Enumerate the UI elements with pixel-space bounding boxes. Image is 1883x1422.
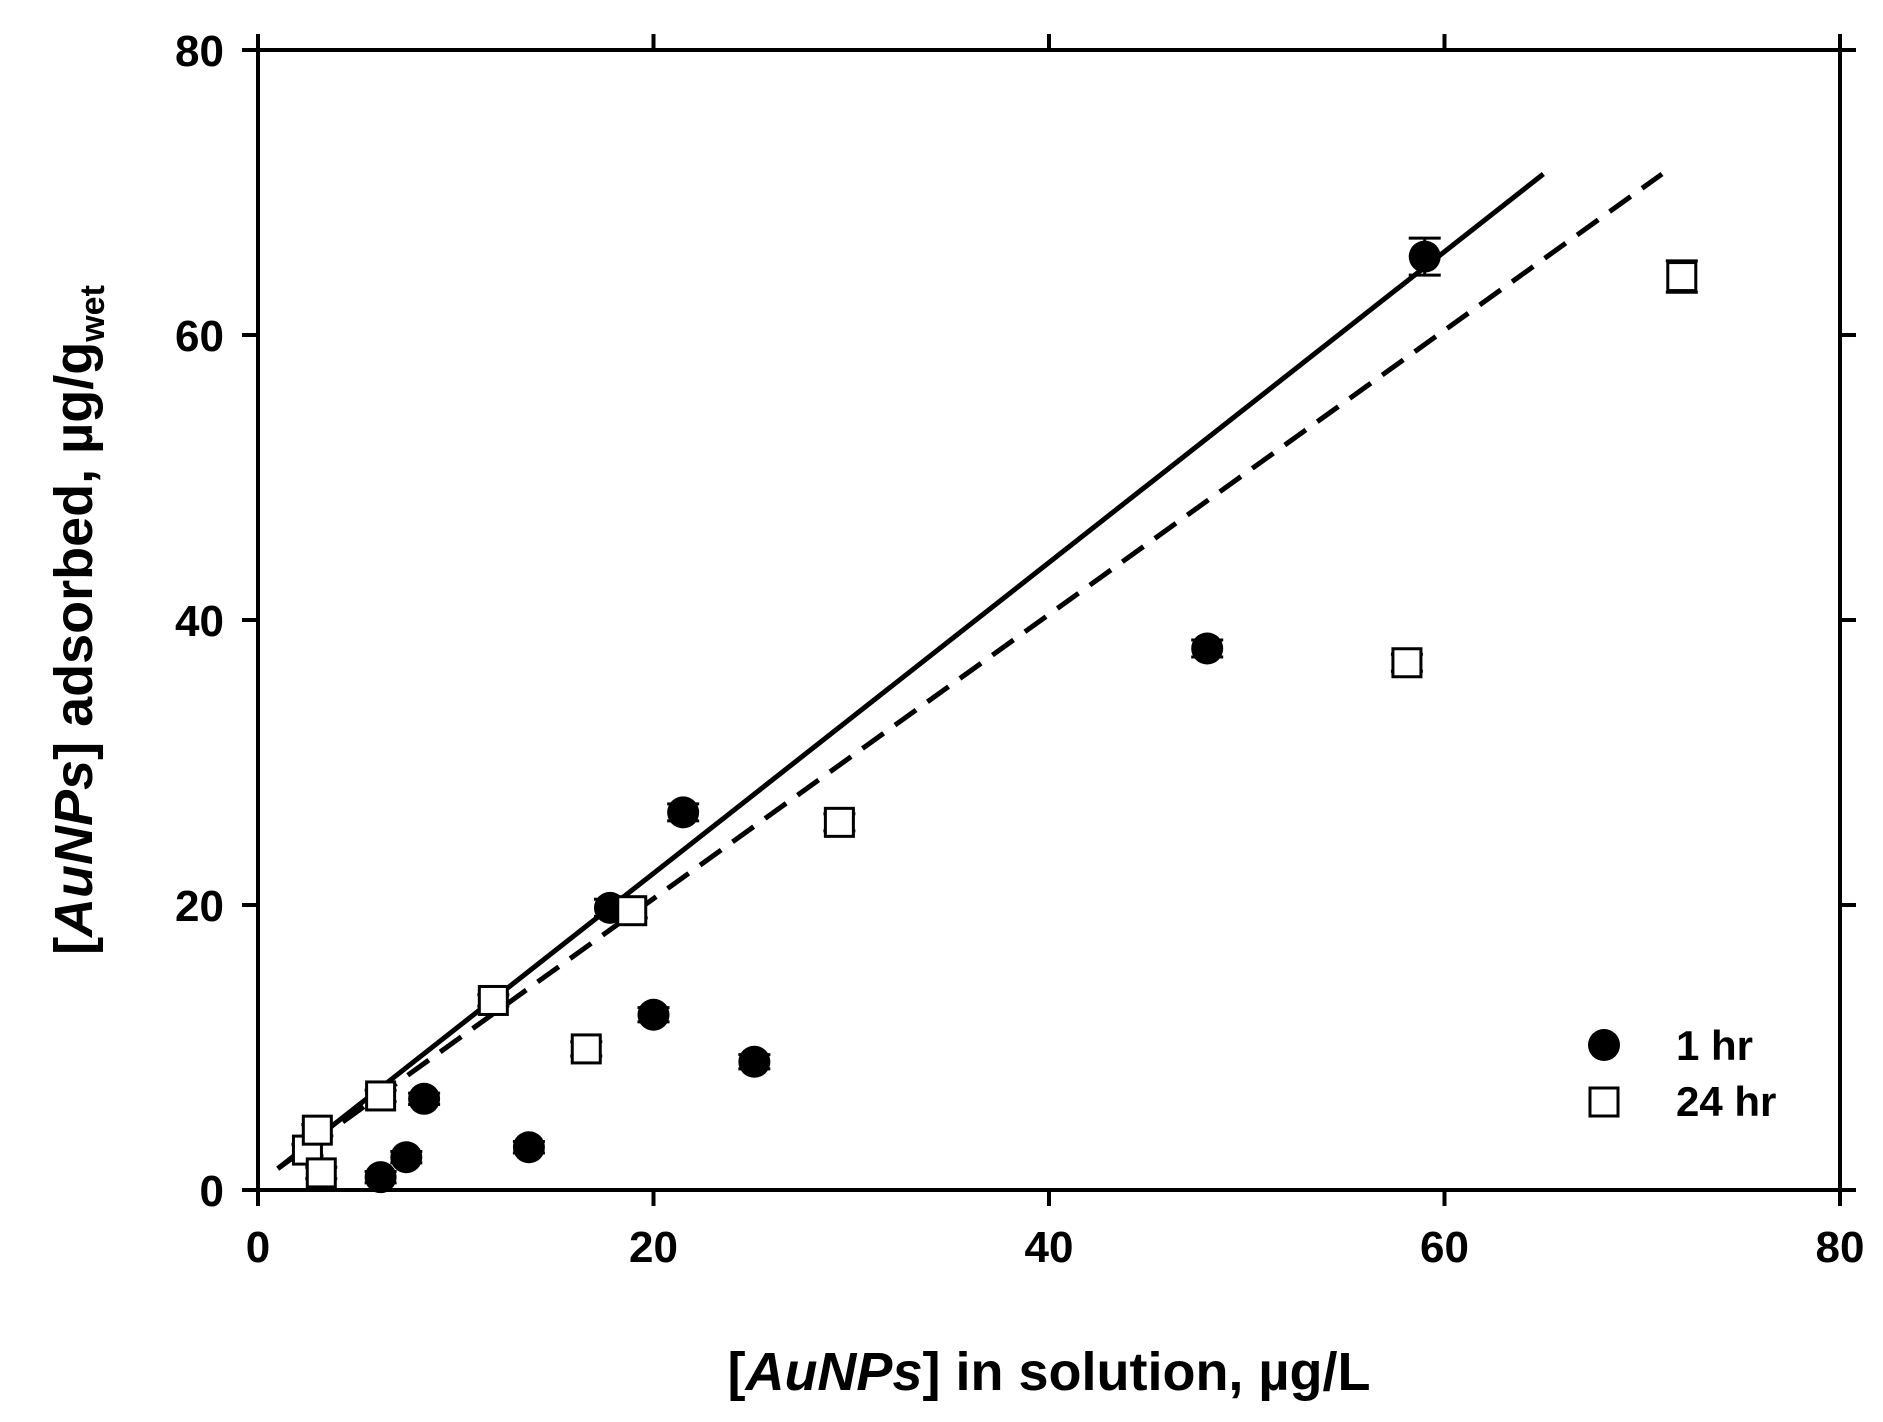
y-axis-title: [AuNPs] adsorbed, µg/gwet — [44, 285, 112, 955]
marker-circle — [638, 999, 670, 1031]
point-1hr — [513, 1131, 545, 1163]
point-1hr — [1191, 633, 1223, 665]
x-axis-title: [AuNPs] in solution, µg/L — [727, 1342, 1370, 1402]
y-tick-label: 20 — [175, 882, 224, 931]
point-24hr — [823, 808, 855, 836]
marker-circle — [738, 1046, 770, 1078]
point-24hr — [305, 1159, 337, 1187]
point-24hr — [1391, 649, 1423, 677]
point-1hr — [365, 1161, 397, 1193]
marker-circle — [667, 796, 699, 828]
marker-square — [479, 986, 507, 1014]
marker-circle — [390, 1141, 422, 1173]
fit-line-dashed — [278, 174, 1662, 1169]
point-1hr — [738, 1046, 770, 1078]
x-tick-label: 60 — [1420, 1223, 1469, 1272]
fit-lines — [278, 174, 1662, 1169]
x-tick-label: 0 — [246, 1223, 270, 1272]
point-1hr — [667, 796, 699, 828]
point-24hr — [616, 897, 648, 925]
marker-square — [367, 1082, 395, 1110]
point-24hr — [1666, 261, 1698, 292]
x-tick-label: 80 — [1816, 1223, 1865, 1272]
x-tick-label: 20 — [629, 1223, 678, 1272]
point-1hr — [390, 1141, 422, 1173]
legend-label-24hr: 24 hr — [1676, 1078, 1776, 1125]
marker-circle — [408, 1083, 440, 1115]
marker-circle — [1191, 633, 1223, 665]
plot-frame — [258, 50, 1840, 1190]
legend-label-1hr: 1 hr — [1676, 1022, 1753, 1069]
marker-square — [1393, 649, 1421, 677]
marker-square — [572, 1035, 600, 1063]
y-tick-label: 60 — [175, 312, 224, 361]
marker-square — [307, 1159, 335, 1187]
y-tick-label: 0 — [200, 1167, 224, 1216]
data-points — [291, 238, 1697, 1193]
y-tick-label: 80 — [175, 27, 224, 76]
marker-square — [1668, 263, 1696, 291]
legend-marker-24hr — [1590, 1088, 1618, 1116]
point-24hr — [477, 986, 509, 1014]
marker-circle — [365, 1161, 397, 1193]
point-24hr — [570, 1035, 602, 1063]
point-1hr — [1409, 238, 1441, 275]
marker-square — [825, 808, 853, 836]
fit-line-solid — [278, 174, 1544, 1169]
point-24hr — [301, 1116, 333, 1144]
legend: 1 hr 24 hr — [1588, 1022, 1776, 1125]
marker-square — [618, 897, 646, 925]
marker-square — [303, 1116, 331, 1144]
y-tick-label: 40 — [175, 597, 224, 646]
point-1hr — [638, 999, 670, 1031]
point-24hr — [365, 1082, 397, 1110]
point-1hr — [408, 1083, 440, 1115]
marker-circle — [1409, 241, 1441, 273]
legend-marker-1hr — [1588, 1029, 1620, 1061]
x-tick-label: 40 — [1025, 1223, 1074, 1272]
marker-circle — [513, 1131, 545, 1163]
